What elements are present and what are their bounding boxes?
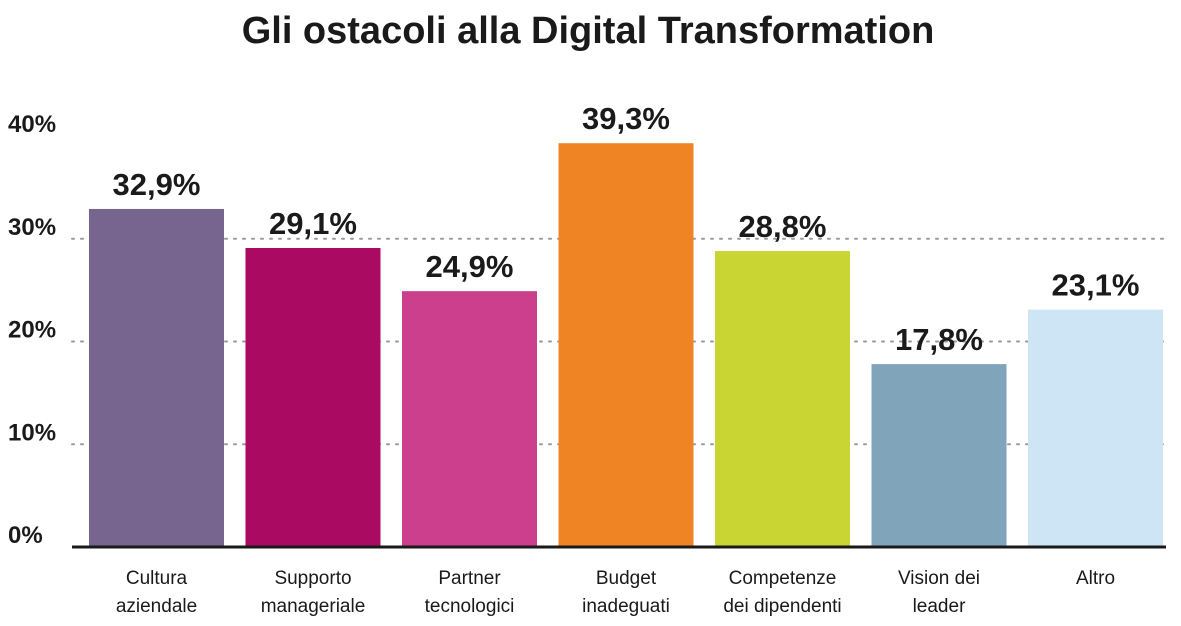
bar (558, 143, 694, 547)
y-tick-label: 40% (8, 111, 56, 138)
bar (89, 208, 224, 547)
bar-value-label: 24,9% (426, 249, 514, 284)
bar-value-label: 28,8% (739, 209, 827, 244)
y-tick-label: 0% (8, 522, 43, 549)
category-label: Altro (1076, 568, 1115, 589)
category-label: Budget inadeguati (582, 568, 670, 617)
bar-value-label: 32,9% (113, 167, 201, 202)
category-labels: Cultura aziendale Supporto manageriale Partn… (116, 568, 1115, 617)
y-tick-label: 10% (8, 419, 56, 446)
bar-value-label: 17,8% (895, 322, 983, 357)
y-tick-label: 30% (8, 214, 56, 241)
bar-value-label: 29,1% (269, 206, 357, 241)
bar-value-label: 39,3% (582, 101, 670, 136)
bar-value-label: 23,1% (1052, 268, 1140, 303)
category-label: Supporto manageriale (261, 568, 366, 617)
bar (402, 291, 537, 547)
bars (89, 143, 1163, 547)
chart-title: Gli ostacoli alla Digital Transformation (242, 10, 935, 52)
bar (245, 247, 381, 547)
value-labels: 32,9% 29,1% 24,9% 39,3% 28,8% 17,8% 23,1% (113, 101, 1140, 357)
category-label: Partner tecnologici (425, 568, 515, 617)
bar (1028, 309, 1163, 547)
y-tick-label: 20% (8, 317, 56, 344)
bar (871, 364, 1007, 547)
category-label: Competenze dei dipendenti (723, 568, 841, 617)
bar (715, 251, 850, 547)
y-axis-ticks: 0% 10% 20% 30% 40% (8, 111, 56, 549)
category-label: Vision dei leader (898, 568, 980, 617)
category-label: Cultura aziendale (116, 568, 197, 617)
